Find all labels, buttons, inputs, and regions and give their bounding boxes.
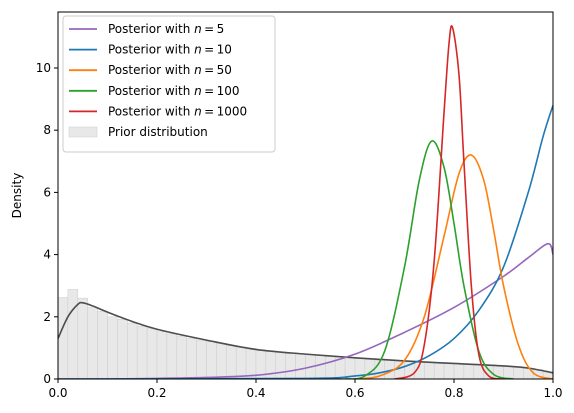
x-axis: 0.0 0.2 0.4 0.6 0.8 1.0 xyxy=(48,379,563,400)
histogram-bar xyxy=(97,310,108,379)
legend-label: Prior distribution xyxy=(108,125,208,139)
legend-label: Posterior with n = 100 xyxy=(108,84,240,98)
histogram-bar xyxy=(285,353,296,379)
y-tick-label: 0 xyxy=(43,372,51,386)
histogram-bar xyxy=(443,363,455,379)
y-axis-title: Density xyxy=(10,173,24,219)
histogram-bar xyxy=(245,348,257,379)
histogram-bar xyxy=(87,307,98,379)
legend-swatch xyxy=(68,126,98,138)
legend: Posterior with n = 5 Posterior with n = 1… xyxy=(62,15,276,153)
histogram-bar xyxy=(394,360,405,379)
x-tick-label: 1.0 xyxy=(543,386,562,400)
histogram-bar xyxy=(127,322,138,379)
histogram-bar xyxy=(433,362,445,379)
x-tick-label: 0.0 xyxy=(48,386,67,400)
histogram-bar xyxy=(136,325,148,379)
histogram-bar xyxy=(67,289,79,379)
histogram-bar xyxy=(523,367,534,379)
histogram-bar xyxy=(176,335,187,379)
histogram-bar xyxy=(325,356,336,379)
posterior-with-n-10-line xyxy=(58,105,553,379)
histogram-bar xyxy=(107,316,118,379)
prior-density-kde-line xyxy=(58,301,553,374)
legend-box xyxy=(62,15,276,153)
histogram-bar xyxy=(186,338,197,379)
x-tick-label: 0.4 xyxy=(246,386,265,400)
x-tick-label: 0.8 xyxy=(444,386,463,400)
legend-label: Posterior with n = 5 xyxy=(108,22,224,36)
histogram-bar xyxy=(424,361,435,379)
histogram-bar xyxy=(453,363,465,379)
histogram-bar xyxy=(235,346,247,379)
y-tick-label: 10 xyxy=(36,61,51,75)
histogram-bar xyxy=(206,341,217,379)
x-tick-label: 0.6 xyxy=(345,386,364,400)
y-tick-label: 6 xyxy=(43,185,51,199)
posterior-with-n-1000-line xyxy=(394,25,504,379)
legend-label: Posterior with n = 1000 xyxy=(108,104,247,118)
histogram-bar xyxy=(275,352,286,379)
y-tick-label: 2 xyxy=(43,310,51,324)
histogram-bar xyxy=(196,339,207,379)
y-tick-label: 8 xyxy=(43,123,51,137)
density-curves xyxy=(58,25,553,379)
x-tick-label: 0.2 xyxy=(147,386,166,400)
y-axis: 0 2 4 6 8 10 xyxy=(36,61,58,386)
plot-frame xyxy=(57,11,554,380)
histogram-bar xyxy=(117,319,128,379)
histogram-bar xyxy=(77,297,88,379)
histogram-bar xyxy=(513,366,524,379)
histogram-bar xyxy=(58,297,69,379)
histogram-bar xyxy=(166,333,178,379)
histogram-bar xyxy=(463,364,475,379)
histogram-bar xyxy=(315,355,326,379)
histogram-bar xyxy=(216,342,227,379)
y-tick-label: 4 xyxy=(43,248,51,262)
posterior-with-n-50-line xyxy=(354,154,553,379)
histogram-bar xyxy=(295,353,306,379)
histogram-bar xyxy=(156,331,168,379)
legend-label: Posterior with n = 50 xyxy=(108,63,232,77)
histogram-bar xyxy=(226,345,237,379)
histogram-bar xyxy=(146,328,158,379)
legend-label: Posterior with n = 10 xyxy=(108,43,232,57)
prior-histogram xyxy=(58,289,553,379)
histogram-bar xyxy=(503,366,514,379)
